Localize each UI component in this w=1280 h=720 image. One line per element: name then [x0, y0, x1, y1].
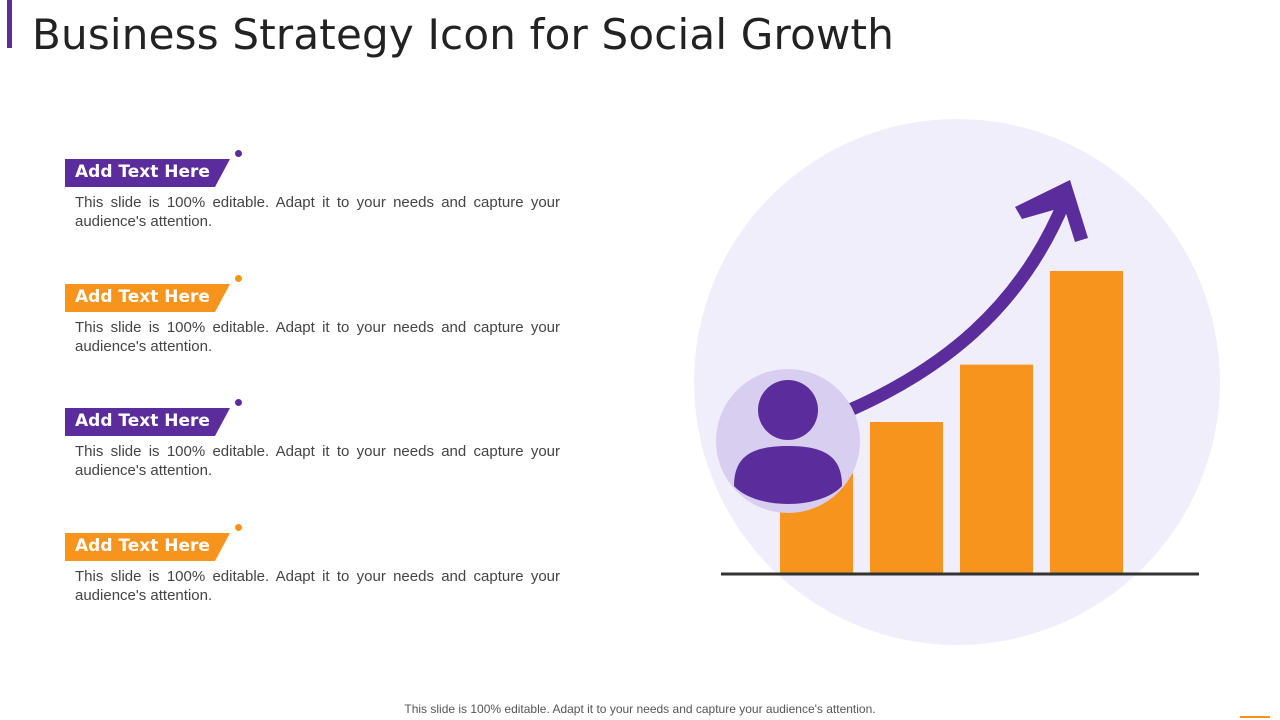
footer-text: This slide is 100% editable. Adapt it to…	[404, 702, 876, 716]
user-body	[734, 446, 842, 504]
page-title: Business Strategy Icon for Social Growth	[32, 10, 895, 59]
tag-dot	[235, 399, 242, 406]
tag-label: Add Text Here	[75, 162, 210, 182]
text-item-tag: Add Text Here	[65, 524, 245, 561]
arrow-head	[1015, 180, 1088, 242]
item-description: This slide is 100% editable. Adapt it to…	[75, 319, 560, 355]
text-item-4: Add Text Here This slide is 100% editabl…	[65, 524, 565, 604]
bar-chart-icon	[780, 271, 1123, 573]
tag-shape	[65, 159, 230, 187]
tag-dot	[235, 150, 242, 157]
growth-bar-2	[870, 422, 943, 573]
tag-background	[65, 284, 230, 312]
item-description: This slide is 100% editable. Adapt it to…	[75, 194, 560, 230]
text-item-1: Add Text Here This slide is 100% editabl…	[65, 150, 565, 230]
arrow-shaft	[847, 197, 1072, 416]
text-item-tag: Add Text Here	[65, 150, 245, 187]
text-item-tag: Add Text Here	[65, 275, 245, 312]
tag-label: Add Text Here	[75, 536, 210, 556]
tag-label: Add Text Here	[75, 411, 210, 431]
text-item-2: Add Text Here This slide is 100% editabl…	[65, 275, 565, 355]
tag-background	[65, 159, 230, 187]
tag-shape	[65, 533, 230, 561]
growth-bar-3	[960, 364, 1033, 573]
item-description: This slide is 100% editable. Adapt it to…	[75, 568, 560, 604]
footer-accent-line	[1240, 716, 1270, 718]
tag-shape	[65, 284, 230, 312]
tag-shape	[65, 408, 230, 436]
title-accent-bar	[7, 0, 12, 48]
growth-arrow-icon	[847, 180, 1088, 416]
tag-background	[65, 408, 230, 436]
text-item-3: Add Text Here This slide is 100% editabl…	[65, 399, 565, 479]
tag-dot	[235, 275, 242, 282]
user-icon	[716, 369, 860, 513]
growth-bar-4	[1050, 271, 1123, 573]
tag-background	[65, 533, 230, 561]
item-description: This slide is 100% editable. Adapt it to…	[75, 443, 560, 479]
tag-dot	[235, 524, 242, 531]
user-head	[758, 380, 818, 440]
text-item-tag: Add Text Here	[65, 399, 245, 436]
tag-label: Add Text Here	[75, 287, 210, 307]
